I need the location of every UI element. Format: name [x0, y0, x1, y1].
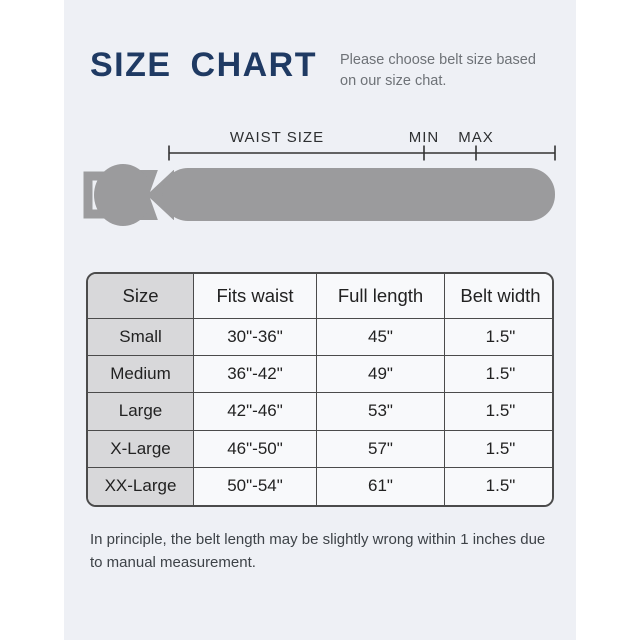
- page-subtitle: Please choose belt size based on our siz…: [340, 52, 536, 90]
- measurement-disclaimer: In principle, the belt length may be sli…: [90, 531, 546, 571]
- row-small-size: Small: [88, 319, 194, 357]
- row-xlarge-belt-width: 1.5": [445, 430, 552, 468]
- row-medium-size: Medium: [88, 356, 194, 394]
- row-medium-fits-waist: 36"-42": [194, 356, 317, 394]
- row-xxlarge-fits-waist: 50"-54": [194, 467, 317, 505]
- row-medium-belt-width: 1.5": [445, 356, 552, 394]
- column-header-fits-waist: Fits waist: [194, 274, 317, 319]
- row-medium-full-length: 49": [317, 356, 445, 394]
- row-xxlarge-full-length: 61": [317, 467, 445, 505]
- row-small-fits-waist: 30"-36": [194, 319, 317, 357]
- column-header-belt-width: Belt width: [445, 274, 552, 319]
- column-header-full-length: Full length: [317, 274, 445, 319]
- column-header-size: Size: [88, 274, 194, 319]
- row-xxlarge-size: XX-Large: [88, 467, 194, 505]
- row-xlarge-fits-waist: 46"-50": [194, 430, 317, 468]
- row-xlarge-size: X-Large: [88, 430, 194, 468]
- page-title: SIZE CHART: [90, 46, 317, 84]
- row-xlarge-full-length: 57": [317, 430, 445, 468]
- row-large-full-length: 53": [317, 393, 445, 431]
- row-large-belt-width: 1.5": [445, 393, 552, 431]
- row-large-size: Large: [88, 393, 194, 431]
- row-xxlarge-belt-width: 1.5": [445, 467, 552, 505]
- row-small-full-length: 45": [317, 319, 445, 357]
- size-chart-table: Size Fits waist Full length Belt width S…: [86, 272, 554, 507]
- row-large-fits-waist: 42"-46": [194, 393, 317, 431]
- row-small-belt-width: 1.5": [445, 319, 552, 357]
